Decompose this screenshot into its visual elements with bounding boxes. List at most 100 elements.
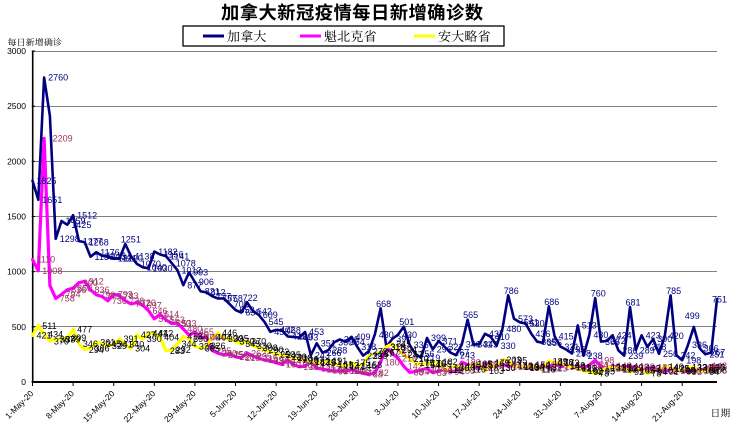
svg-text:318: 318 <box>390 342 405 352</box>
svg-text:775: 775 <box>106 292 121 302</box>
svg-text:130: 130 <box>501 363 516 373</box>
svg-text:131: 131 <box>611 363 626 373</box>
svg-text:2209: 2209 <box>53 134 73 144</box>
svg-text:343: 343 <box>483 339 498 349</box>
svg-text:114: 114 <box>448 365 462 375</box>
svg-text:132: 132 <box>547 363 562 373</box>
svg-text:1277: 1277 <box>83 236 103 246</box>
svg-text:94: 94 <box>419 367 429 377</box>
svg-text:1459: 1459 <box>66 216 86 226</box>
svg-text:260: 260 <box>222 349 237 359</box>
svg-text:182: 182 <box>315 357 330 367</box>
svg-text:836: 836 <box>71 285 86 295</box>
svg-text:409: 409 <box>298 332 313 342</box>
svg-text:286: 286 <box>622 346 637 356</box>
svg-text:736: 736 <box>112 296 127 306</box>
svg-text:345: 345 <box>106 339 121 349</box>
svg-text:158: 158 <box>298 360 313 370</box>
svg-text:128: 128 <box>483 363 498 373</box>
svg-text:1000: 1000 <box>7 267 26 277</box>
svg-text:94: 94 <box>709 367 719 377</box>
svg-text:323: 323 <box>199 342 214 352</box>
svg-text:1145: 1145 <box>106 251 125 261</box>
svg-text:134: 134 <box>530 362 545 372</box>
svg-text:900: 900 <box>83 278 98 288</box>
svg-text:111: 111 <box>356 365 370 375</box>
svg-text:306: 306 <box>704 343 719 353</box>
svg-text:219: 219 <box>425 353 440 363</box>
svg-text:144: 144 <box>628 361 643 371</box>
svg-text:403: 403 <box>303 333 318 343</box>
svg-text:117: 117 <box>327 364 341 374</box>
svg-text:138: 138 <box>303 362 318 372</box>
svg-text:180: 180 <box>559 357 574 367</box>
svg-text:210: 210 <box>414 354 429 364</box>
svg-text:82: 82 <box>379 368 389 378</box>
svg-text:239: 239 <box>628 351 643 361</box>
svg-text:99: 99 <box>443 366 453 376</box>
svg-text:94: 94 <box>454 367 464 377</box>
svg-text:145: 145 <box>535 361 550 371</box>
svg-text:235: 235 <box>257 351 272 361</box>
svg-text:530: 530 <box>176 319 191 329</box>
svg-text:1030: 1030 <box>153 264 173 274</box>
svg-text:142: 142 <box>524 362 539 372</box>
svg-text:1012: 1012 <box>182 266 202 276</box>
svg-text:415: 415 <box>559 331 574 341</box>
svg-text:78: 78 <box>599 369 609 379</box>
svg-text:1176: 1176 <box>100 247 119 257</box>
svg-text:181: 181 <box>327 357 342 367</box>
svg-text:355: 355 <box>547 338 562 348</box>
svg-text:430: 430 <box>379 330 394 340</box>
svg-text:364: 364 <box>350 337 365 347</box>
svg-text:395: 395 <box>234 334 249 344</box>
svg-text:1298: 1298 <box>60 234 80 244</box>
svg-text:370: 370 <box>251 336 266 346</box>
svg-text:389: 389 <box>66 334 81 344</box>
svg-text:653: 653 <box>240 305 255 315</box>
svg-text:101: 101 <box>344 366 359 376</box>
svg-text:404: 404 <box>216 333 231 343</box>
svg-text:256: 256 <box>663 349 678 359</box>
svg-text:446: 446 <box>222 328 237 338</box>
svg-text:124: 124 <box>651 364 666 374</box>
svg-text:116: 116 <box>472 364 486 374</box>
svg-text:108: 108 <box>332 365 347 375</box>
svg-text:406: 406 <box>205 332 220 342</box>
svg-text:993: 993 <box>193 268 208 278</box>
svg-text:2500: 2500 <box>7 101 26 111</box>
svg-text:812: 812 <box>211 288 226 298</box>
svg-text:434: 434 <box>48 329 63 339</box>
svg-text:138: 138 <box>640 362 655 372</box>
svg-text:1134: 1134 <box>112 252 131 262</box>
svg-text:179: 179 <box>495 358 510 368</box>
svg-text:195: 195 <box>512 356 527 366</box>
svg-text:877: 877 <box>187 280 202 290</box>
svg-text:123: 123 <box>553 364 568 374</box>
svg-text:351: 351 <box>321 339 336 349</box>
svg-text:1040: 1040 <box>147 263 167 273</box>
svg-text:118: 118 <box>675 364 689 374</box>
svg-text:390: 390 <box>147 334 162 344</box>
svg-text:130: 130 <box>530 363 545 373</box>
svg-text:412: 412 <box>292 332 307 342</box>
svg-text:288: 288 <box>332 345 347 355</box>
svg-text:154: 154 <box>593 360 608 370</box>
svg-text:157: 157 <box>483 360 498 370</box>
svg-text:545: 545 <box>269 317 284 327</box>
svg-text:836: 836 <box>95 285 110 295</box>
svg-text:1008: 1008 <box>42 266 62 276</box>
svg-text:136: 136 <box>524 362 539 372</box>
svg-text:722: 722 <box>243 293 258 303</box>
svg-text:390: 390 <box>396 334 411 344</box>
svg-text:114: 114 <box>541 365 555 375</box>
svg-text:1512: 1512 <box>77 210 97 220</box>
svg-text:2760: 2760 <box>48 73 68 83</box>
svg-text:736: 736 <box>129 296 144 306</box>
svg-text:266: 266 <box>327 348 342 358</box>
svg-text:140: 140 <box>605 362 620 372</box>
svg-text:218: 218 <box>298 353 313 363</box>
svg-text:295: 295 <box>570 345 585 355</box>
svg-text:646: 646 <box>153 306 168 316</box>
svg-text:330: 330 <box>501 341 516 351</box>
